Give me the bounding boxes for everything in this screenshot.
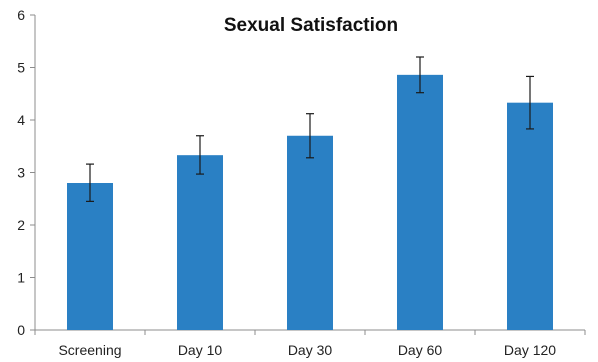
error-bars-group (86, 56, 534, 202)
x-axis: Screening Day 10 Day 30 Day 60 Day 120 (34, 329, 586, 358)
bar-day-30 (287, 135, 333, 330)
x-tick-label: Day 120 (504, 342, 556, 358)
y-tick-label: 5 (17, 60, 25, 76)
y-tick-label: 0 (17, 322, 25, 338)
x-tick-label: Day 30 (288, 342, 333, 358)
bar-day-120 (507, 102, 553, 330)
y-tick-label: 3 (17, 165, 25, 181)
y-tick-label: 4 (17, 112, 25, 128)
y-tick-label: 6 (17, 7, 25, 23)
x-tick-label: Screening (58, 342, 121, 358)
bar-screening (67, 183, 113, 330)
x-tick-label: Day 60 (398, 342, 443, 358)
chart-title: Sexual Satisfaction (224, 15, 398, 36)
bar-day-60 (397, 74, 443, 330)
y-tick-label: 1 (17, 270, 25, 286)
y-axis: 0 1 2 3 4 5 6 (17, 7, 36, 338)
x-tick-label: Day 10 (178, 342, 223, 358)
bars-group (67, 74, 553, 330)
y-tick-label: 2 (17, 217, 25, 233)
bar-day-10 (177, 155, 223, 330)
